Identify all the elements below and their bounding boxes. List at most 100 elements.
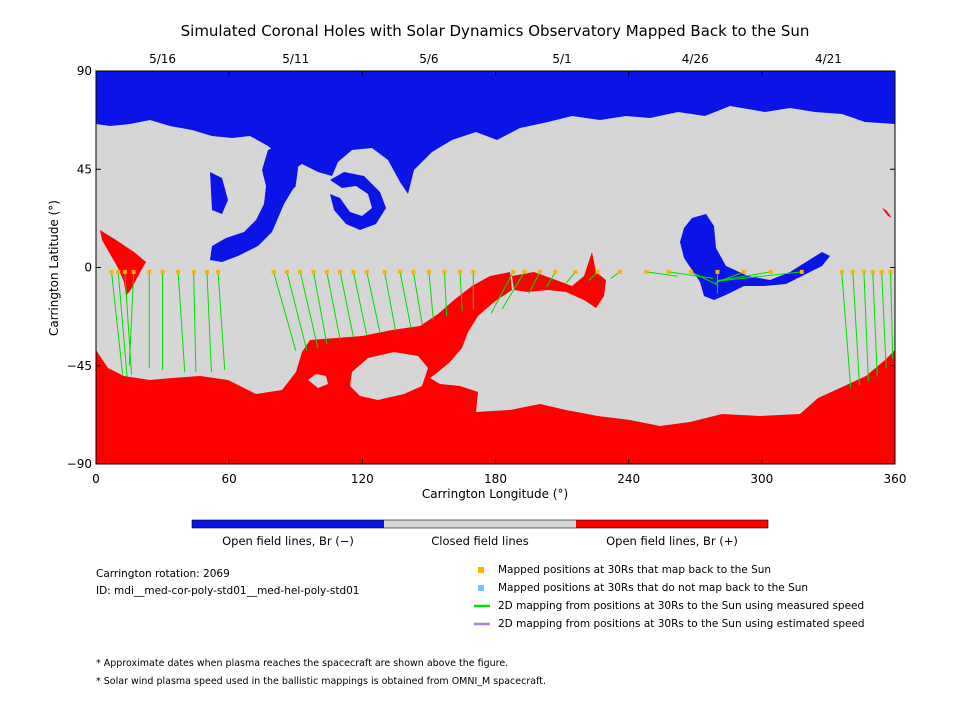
legend-label: Mapped positions at 30Rs that do not map… [498,582,808,594]
date-label: 4/26 [682,52,709,66]
model-id: ID: mdi__med-cor-poly-std01__med-hel-pol… [96,585,359,597]
mapped-point [382,269,387,274]
north-extension-small [210,172,228,214]
legend-label: 2D mapping from positions at 30Rs to the… [498,600,864,612]
mapped-point [122,269,127,274]
mapped-point [338,269,343,274]
mapped-point [666,269,671,274]
legend-label: Mapped positions at 30Rs that map back t… [498,564,771,576]
mapped-point [351,269,356,274]
mapped-point [131,269,136,274]
mapping-line [313,271,328,345]
mapping-line [326,271,341,340]
mapped-point [324,269,329,274]
colorbar-segment [576,520,768,528]
mapped-point [888,269,893,274]
mapped-point [861,269,866,274]
south-polar-coronal-hole [96,272,895,464]
mapped-point [870,269,875,274]
mapping-line [721,271,802,282]
mapping-line [852,271,860,386]
mapping-line [299,271,319,349]
legend-swatch [478,567,484,573]
map-plot-area [95,70,896,465]
north-extension-curl [330,172,386,230]
mapping-line [128,271,135,366]
colorbar-label: Open field lines, Br (−) [222,534,354,548]
legend-label: 2D mapping from positions at 30Rs to the… [498,618,865,630]
y-tick-label: 0 [84,261,92,275]
mapping-line [111,271,124,375]
mapped-point [364,269,369,274]
mapped-point [176,269,181,274]
mapping-line [352,271,368,336]
mapping-line [443,271,448,316]
mapping-line [339,271,354,338]
mapping-line [428,271,434,320]
polarity-colorbar: Open field lines, Br (−) Closed field lin… [191,519,769,548]
mapped-point [284,269,289,274]
mapping-line [193,271,197,373]
mapped-point [109,269,114,274]
date-label: 4/21 [815,52,842,66]
mapping-line [501,271,525,310]
y-tick-label: 45 [77,162,92,176]
colorbar-label: Open field lines, Br (+) [606,534,738,548]
mapped-point [298,269,303,274]
x-tick-label: 300 [750,472,773,486]
mapping-line [872,271,878,377]
colorbar-segment [384,520,576,528]
mapped-point [768,269,773,274]
mapped-point [311,269,316,274]
mapping-line [117,271,128,377]
mapping-line [217,271,226,371]
date-label: 5/1 [552,52,571,66]
date-label: 5/6 [419,52,438,66]
y-axis-label: Carrington Latitude (°) [47,200,61,336]
mapped-point [799,269,804,274]
mapped-point [742,269,747,274]
date-label: 5/11 [282,52,309,66]
mapping-line [715,271,745,284]
mapped-point [411,269,416,274]
mapping-line [399,271,412,329]
mapped-point [204,269,209,274]
x-tick-label: 0 [92,472,100,486]
mapped-point [850,269,855,274]
carrington-rotation: Carrington rotation: 2069 [96,568,230,580]
mapped-point [471,269,476,274]
mapped-point [688,269,693,274]
x-tick-label: 180 [484,472,507,486]
mapped-point [426,269,431,274]
y-tick-label: −45 [67,359,92,373]
mapping-line [841,271,852,388]
mapping-line [717,271,771,282]
mapping-line [384,271,397,331]
mapping-legend: Mapped positions at 30Rs that map back t… [474,564,865,630]
colorbar-label: Closed field lines [431,534,529,548]
y-tick-label: −90 [67,457,92,471]
mapping-line [124,271,133,375]
equatorial-positive-hole [512,252,606,308]
north-extension-hook [210,142,300,262]
mapped-point [511,269,516,274]
x-tick-label: 60 [222,472,237,486]
chart-title: Simulated Coronal Holes with Solar Dynam… [181,22,810,40]
mapping-line [690,271,718,286]
x-tick-label: 240 [617,472,640,486]
date-label: 5/16 [149,52,176,66]
mapped-point [398,269,403,274]
mapped-point [191,269,196,274]
mapping-line [206,271,212,373]
legend-swatch [478,585,484,591]
mapping-line [528,271,541,294]
mapped-point [553,269,558,274]
mapped-point [644,269,649,274]
mapping-line [366,271,381,334]
mapped-point [537,269,542,274]
colorbar-segment [192,520,384,528]
mapping-line [890,271,894,360]
small-positive-spot [882,208,892,218]
mapping-line [177,271,186,373]
